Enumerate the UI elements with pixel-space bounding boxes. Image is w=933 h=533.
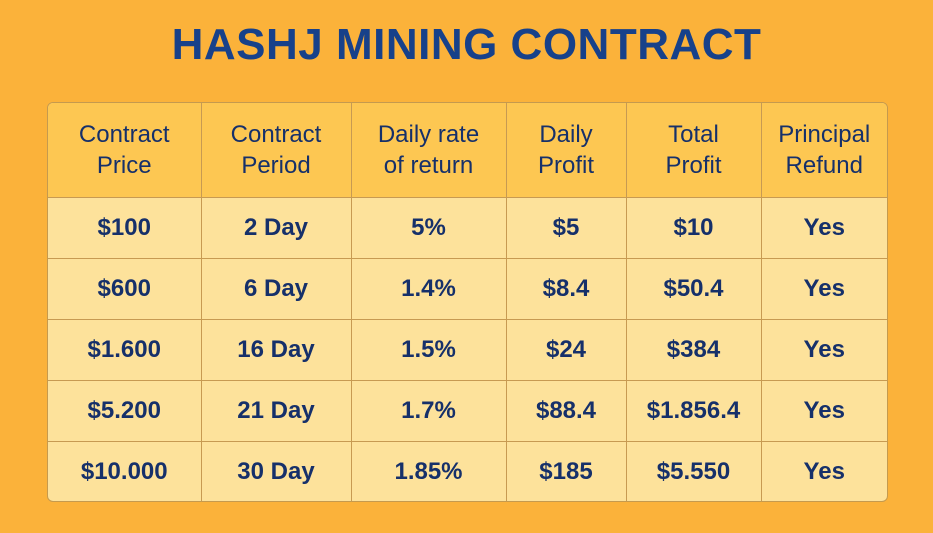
table-row: $600 6 Day 1.4% $8.4 $50.4 Yes	[48, 258, 887, 320]
header-line: Period	[241, 152, 311, 179]
header-line: Total	[668, 121, 719, 148]
cell-contract-price: $600	[48, 258, 202, 320]
cell-principal-refund: Yes	[760, 197, 887, 259]
cell-total-profit: $50.4	[625, 258, 762, 320]
cell-daily-profit: $24	[505, 319, 627, 381]
header-line: Daily rate	[377, 121, 480, 148]
cell-daily-rate: 1.5%	[350, 319, 507, 381]
cell-principal-refund: Yes	[760, 258, 887, 320]
header-contract-price: Contract Price	[48, 103, 202, 198]
header-daily-rate: Daily rate of return	[350, 103, 507, 198]
header-line: Principal	[778, 121, 871, 148]
table-row: $1.600 16 Day 1.5% $24 $384 Yes	[48, 319, 887, 381]
header-line: Profit	[537, 152, 594, 179]
table-row: $5.200 21 Day 1.7% $88.4 $1.856.4 Yes	[48, 380, 887, 442]
cell-daily-rate: 1.4%	[350, 258, 507, 320]
cell-daily-profit: $5	[505, 197, 627, 259]
page-title: HASHJ MINING CONTRACT	[171, 20, 762, 69]
cell-contract-price: $100	[48, 197, 202, 259]
header-line: Daily	[539, 121, 593, 148]
header-line: Contract	[230, 121, 322, 148]
cell-principal-refund: Yes	[760, 319, 887, 381]
table-row: $100 2 Day 5% $5 $10 Yes	[48, 197, 887, 259]
cell-principal-refund: Yes	[760, 441, 887, 501]
header-total-profit: Total Profit	[625, 103, 762, 198]
cell-contract-period: 30 Day	[200, 441, 352, 501]
cell-total-profit: $10	[625, 197, 762, 259]
contract-table-container: Contract Price Contract Period Daily rat…	[47, 102, 888, 502]
header-line: Profit	[665, 152, 722, 179]
cell-daily-rate: 5%	[350, 197, 507, 259]
header-daily-profit: Daily Profit	[505, 103, 627, 198]
header-line: Refund	[785, 152, 863, 179]
cell-daily-profit: $88.4	[505, 380, 627, 442]
cell-contract-price: $10.000	[48, 441, 202, 501]
cell-total-profit: $1.856.4	[625, 380, 762, 442]
header-contract-period: Contract Period	[200, 103, 352, 198]
table-header-row: Contract Price Contract Period Daily rat…	[48, 103, 887, 198]
contract-table: Contract Price Contract Period Daily rat…	[48, 103, 887, 501]
cell-contract-price: $5.200	[48, 380, 202, 442]
header-line: Contract	[78, 121, 170, 148]
cell-daily-profit: $8.4	[505, 258, 627, 320]
header-line: Price	[96, 152, 152, 179]
cell-daily-profit: $185	[505, 441, 627, 501]
cell-contract-period: 21 Day	[200, 380, 352, 442]
cell-contract-price: $1.600	[48, 319, 202, 381]
header-principal-refund: Principal Refund	[760, 103, 887, 198]
cell-contract-period: 6 Day	[200, 258, 352, 320]
header-line: of return	[383, 152, 474, 179]
cell-total-profit: $384	[625, 319, 762, 381]
cell-principal-refund: Yes	[760, 380, 887, 442]
cell-daily-rate: 1.85%	[350, 441, 507, 501]
table-row: $10.000 30 Day 1.85% $185 $5.550 Yes	[48, 441, 887, 501]
cell-contract-period: 16 Day	[200, 319, 352, 381]
cell-total-profit: $5.550	[625, 441, 762, 501]
cell-contract-period: 2 Day	[200, 197, 352, 259]
cell-daily-rate: 1.7%	[350, 380, 507, 442]
